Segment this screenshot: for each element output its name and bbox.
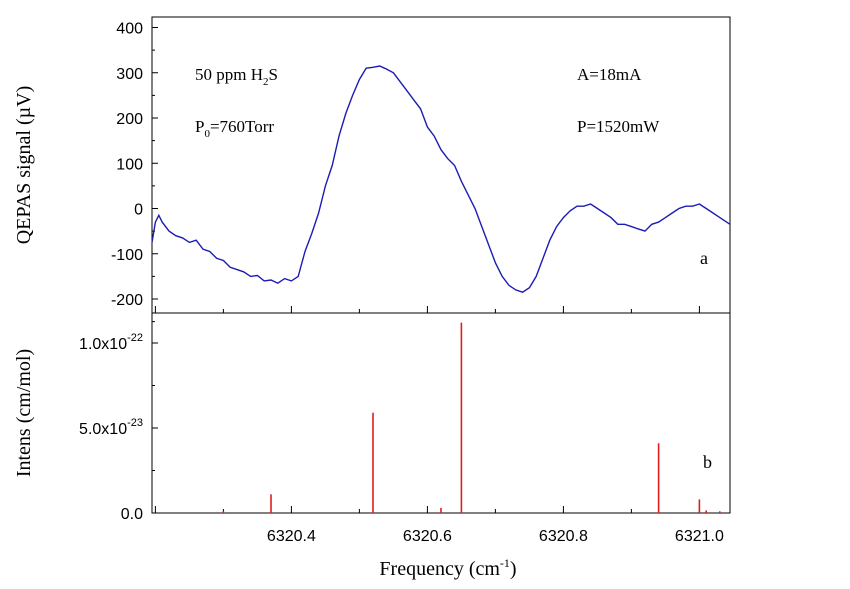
y-tick-label-a: 100: [116, 156, 143, 173]
line-intensity-bars: [222, 322, 721, 513]
x-tick-label: 6320.8: [539, 528, 588, 545]
annotation-concentration: 50 ppm H2S: [195, 65, 278, 88]
y-axis-label-a: QEPAS signal (µV): [13, 86, 35, 245]
y-tick-label-a: 300: [116, 66, 143, 83]
panel-a-y-axis: -200 -100 0 100 200 300 400: [111, 21, 158, 323]
y-tick-label-b: 0.0: [121, 506, 143, 523]
y-tick-label-a: -200: [111, 292, 143, 309]
y-tick-label-b: 1.0x10-22: [79, 332, 143, 353]
panel-b: 0.0 5.0x10-23 1.0x10-22 6320.4 6320.6 6320.8…: [13, 312, 731, 580]
x-tick-label: 6320.6: [403, 528, 452, 545]
panel-b-y-axis: 0.0 5.0x10-23 1.0x10-22: [79, 332, 158, 523]
y-axis-label-a-close: ): [13, 86, 35, 93]
qepas-signal-line: [151, 65, 731, 293]
panel-label-b: b: [703, 452, 712, 472]
y-axis-label-b: Intens (cm/mol): [13, 349, 35, 477]
panel-a-x-ticks: [154, 306, 700, 313]
y-axis-label-a-text: QEPAS signal (: [13, 118, 35, 244]
x-axis-label: Frequency (cm-1): [379, 556, 516, 580]
y-tick-label-a: 0: [134, 202, 143, 219]
panel-a-frame: [151, 16, 731, 314]
y-tick-label-a: 400: [116, 21, 143, 38]
annotation-current: A=18mA: [577, 65, 642, 84]
x-tick-label: 6321.0: [675, 528, 724, 545]
panel-label-a: a: [700, 248, 708, 268]
annotation-power: P=1520mW: [577, 117, 660, 136]
annotation-pressure: P0=760Torr: [195, 117, 274, 140]
y-tick-label-a: -100: [111, 247, 143, 264]
y-tick-label-a: 200: [116, 111, 143, 128]
panel-b-frame: [151, 312, 731, 514]
x-tick-label: 6320.4: [267, 528, 316, 545]
panel-b-x-axis: 6320.4 6320.6 6320.8 6321.0: [154, 506, 724, 545]
y-tick-label-b: 5.0x10-23: [79, 417, 143, 438]
y-axis-label-a-unit: µV: [13, 92, 35, 119]
